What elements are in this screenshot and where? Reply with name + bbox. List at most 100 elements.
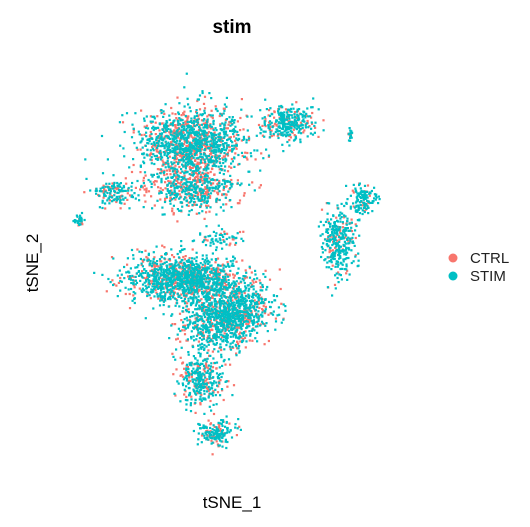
point-ctrl bbox=[181, 361, 185, 364]
point-stim bbox=[158, 151, 161, 154]
point-stim bbox=[240, 108, 243, 111]
point-stim bbox=[146, 278, 149, 281]
point-stim bbox=[333, 228, 336, 232]
point-ctrl bbox=[195, 212, 198, 215]
point-stim bbox=[159, 172, 162, 175]
point-ctrl bbox=[145, 187, 148, 190]
point-stim bbox=[185, 72, 188, 75]
point-ctrl bbox=[197, 122, 200, 125]
point-ctrl bbox=[149, 269, 152, 273]
point-stim bbox=[131, 181, 134, 185]
point-stim bbox=[177, 111, 180, 114]
point-stim bbox=[326, 231, 329, 234]
point-ctrl bbox=[168, 291, 171, 294]
point-stim bbox=[178, 175, 181, 178]
point-ctrl bbox=[183, 258, 186, 261]
point-stim bbox=[240, 326, 243, 329]
point-ctrl bbox=[181, 154, 184, 157]
point-ctrl bbox=[216, 154, 219, 157]
point-stim bbox=[296, 128, 299, 131]
point-stim bbox=[119, 198, 122, 201]
point-stim bbox=[246, 115, 249, 118]
point-stim bbox=[305, 112, 308, 115]
scatter-points-layer bbox=[72, 72, 381, 456]
point-stim bbox=[215, 341, 218, 345]
point-stim bbox=[183, 275, 187, 278]
point-stim bbox=[198, 286, 201, 289]
point-ctrl bbox=[272, 134, 275, 137]
point-ctrl bbox=[240, 139, 243, 142]
point-ctrl bbox=[153, 204, 156, 207]
point-ctrl bbox=[215, 440, 218, 443]
point-stim bbox=[150, 288, 153, 291]
point-ctrl bbox=[338, 234, 341, 237]
point-ctrl bbox=[189, 167, 192, 170]
point-stim bbox=[203, 348, 206, 351]
point-stim bbox=[197, 266, 200, 269]
point-stim bbox=[164, 282, 167, 285]
point-stim bbox=[153, 142, 156, 145]
point-ctrl bbox=[326, 238, 329, 241]
point-stim bbox=[130, 189, 133, 192]
point-stim bbox=[222, 209, 225, 212]
point-stim bbox=[281, 143, 284, 146]
point-stim bbox=[371, 201, 374, 204]
point-stim bbox=[207, 287, 210, 290]
point-stim bbox=[201, 198, 204, 201]
point-stim bbox=[173, 135, 176, 138]
point-stim bbox=[216, 281, 219, 285]
point-stim bbox=[118, 201, 122, 204]
point-stim bbox=[300, 132, 303, 135]
point-stim bbox=[182, 159, 186, 162]
point-stim bbox=[143, 119, 146, 122]
point-stim bbox=[229, 348, 233, 351]
point-ctrl bbox=[187, 115, 190, 118]
point-stim bbox=[151, 115, 154, 118]
point-stim bbox=[196, 135, 199, 138]
point-ctrl bbox=[115, 188, 118, 191]
point-stim bbox=[168, 268, 171, 271]
point-stim bbox=[187, 213, 190, 216]
point-ctrl bbox=[144, 200, 147, 203]
point-ctrl bbox=[235, 147, 238, 150]
point-stim bbox=[152, 273, 156, 276]
point-stim bbox=[202, 267, 205, 270]
point-stim bbox=[113, 181, 116, 184]
point-ctrl bbox=[243, 309, 246, 312]
point-ctrl bbox=[234, 152, 237, 155]
point-ctrl bbox=[235, 260, 238, 263]
point-stim bbox=[336, 265, 339, 268]
point-stim bbox=[152, 125, 155, 128]
point-stim bbox=[306, 122, 309, 125]
point-stim bbox=[301, 126, 304, 129]
point-ctrl bbox=[117, 281, 120, 284]
point-ctrl bbox=[361, 204, 364, 207]
point-stim bbox=[188, 133, 191, 136]
point-stim bbox=[200, 123, 203, 126]
point-stim bbox=[206, 340, 209, 344]
point-stim bbox=[158, 132, 162, 135]
point-stim bbox=[111, 200, 114, 203]
point-ctrl bbox=[199, 178, 202, 181]
point-stim bbox=[206, 200, 209, 203]
point-stim bbox=[187, 103, 190, 106]
point-stim bbox=[293, 120, 297, 123]
point-stim bbox=[203, 118, 206, 121]
point-ctrl bbox=[183, 174, 186, 177]
point-stim bbox=[210, 155, 213, 159]
point-ctrl bbox=[172, 282, 175, 285]
point-stim bbox=[165, 161, 168, 164]
point-stim bbox=[78, 223, 81, 226]
point-stim bbox=[199, 275, 202, 278]
point-stim bbox=[357, 192, 360, 195]
point-stim bbox=[188, 197, 192, 200]
point-ctrl bbox=[168, 259, 172, 262]
point-stim bbox=[146, 141, 149, 145]
point-stim bbox=[182, 156, 185, 159]
point-stim bbox=[112, 183, 116, 187]
point-ctrl bbox=[143, 194, 146, 197]
point-ctrl bbox=[184, 390, 187, 393]
point-stim bbox=[191, 285, 194, 288]
point-ctrl bbox=[229, 242, 232, 245]
point-ctrl bbox=[238, 230, 242, 234]
